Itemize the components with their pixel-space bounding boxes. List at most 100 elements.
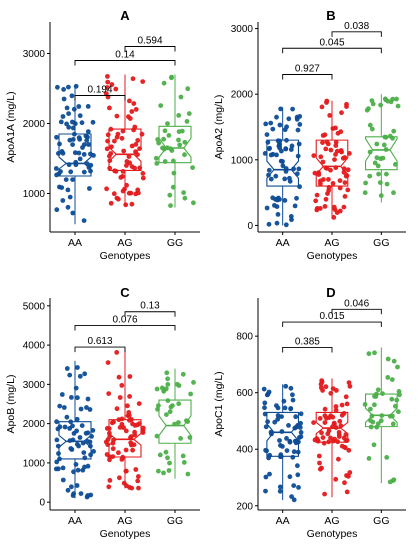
data-point — [277, 122, 283, 128]
data-point — [129, 164, 135, 170]
data-point — [323, 196, 329, 202]
data-point — [60, 150, 66, 156]
data-point — [66, 84, 71, 90]
data-point — [112, 138, 117, 144]
data-point — [85, 430, 91, 436]
data-point — [330, 181, 336, 186]
data-point — [165, 382, 171, 387]
data-point — [279, 429, 285, 434]
data-point — [129, 143, 135, 149]
data-point — [73, 462, 79, 467]
data-point — [338, 423, 344, 429]
data-point — [65, 487, 71, 493]
data-point — [381, 142, 387, 148]
data-point — [154, 386, 160, 392]
data-point — [137, 165, 143, 171]
data-point — [140, 175, 146, 181]
data-point — [70, 119, 75, 125]
data-point — [122, 186, 127, 192]
data-point — [273, 173, 279, 179]
data-point — [91, 449, 96, 454]
data-point — [339, 412, 345, 418]
data-point — [333, 143, 339, 149]
data-point — [330, 424, 335, 430]
data-point — [395, 103, 401, 109]
data-point — [316, 172, 322, 177]
data-point — [334, 148, 340, 154]
bracket-line — [331, 308, 382, 315]
data-point — [57, 403, 63, 409]
data-point — [60, 198, 66, 203]
data-point — [274, 204, 280, 210]
data-point — [284, 448, 290, 453]
data-point — [292, 203, 298, 209]
data-point — [63, 177, 69, 183]
data-point — [165, 455, 170, 461]
comparison-bracket: 0.076 — [74, 314, 176, 331]
data-point — [346, 447, 352, 453]
data-point — [339, 402, 345, 408]
y-tick-label: 0 — [247, 221, 253, 232]
data-point — [282, 405, 288, 411]
data-point — [135, 478, 141, 484]
data-point — [347, 151, 352, 156]
data-point — [391, 128, 397, 134]
data-point — [298, 430, 304, 435]
bracket-line — [282, 47, 382, 54]
data-point — [277, 138, 283, 144]
data-point — [283, 166, 289, 171]
data-point — [393, 403, 398, 409]
data-point — [293, 414, 299, 420]
data-point — [104, 186, 109, 192]
data-point — [154, 433, 160, 439]
data-point — [71, 106, 77, 112]
box-ag — [311, 378, 353, 498]
data-point — [157, 452, 163, 458]
data-point — [318, 154, 324, 160]
data-point — [60, 465, 66, 471]
data-point — [320, 159, 326, 165]
data-point — [390, 421, 396, 427]
box-gg — [362, 347, 402, 485]
data-point — [337, 178, 343, 184]
data-point — [374, 141, 380, 147]
data-point — [317, 416, 323, 421]
data-point — [261, 386, 267, 392]
data-point — [165, 121, 170, 126]
data-point — [56, 151, 61, 156]
data-point — [169, 148, 175, 153]
data-point — [167, 192, 173, 198]
data-point — [296, 166, 302, 172]
data-point — [336, 456, 341, 462]
data-point — [133, 107, 139, 112]
data-point — [372, 160, 378, 166]
data-point — [298, 411, 304, 417]
data-point — [166, 468, 172, 473]
data-point — [297, 114, 303, 119]
panel-label: B — [326, 8, 335, 23]
data-point — [344, 173, 350, 179]
data-point — [124, 182, 129, 188]
data-point — [123, 468, 129, 474]
data-point — [113, 168, 119, 174]
data-point — [287, 175, 292, 181]
y-axis-label: ApoA1A (mg/L) — [5, 91, 17, 162]
data-point — [390, 96, 395, 102]
box-gg — [362, 94, 401, 203]
data-point — [66, 124, 72, 130]
data-point — [328, 147, 334, 153]
data-point — [129, 201, 135, 207]
data-point — [117, 475, 122, 481]
y-tick-label: 3000 — [23, 49, 46, 60]
data-point — [295, 463, 300, 469]
data-point — [184, 119, 190, 124]
data-point — [54, 437, 60, 443]
data-point — [69, 395, 74, 400]
p-value-label: 0.045 — [319, 37, 344, 48]
box-aa — [53, 83, 96, 225]
data-point — [290, 392, 295, 398]
data-point — [109, 82, 115, 87]
data-point — [345, 167, 351, 173]
data-point — [114, 113, 120, 119]
data-point — [376, 171, 381, 177]
